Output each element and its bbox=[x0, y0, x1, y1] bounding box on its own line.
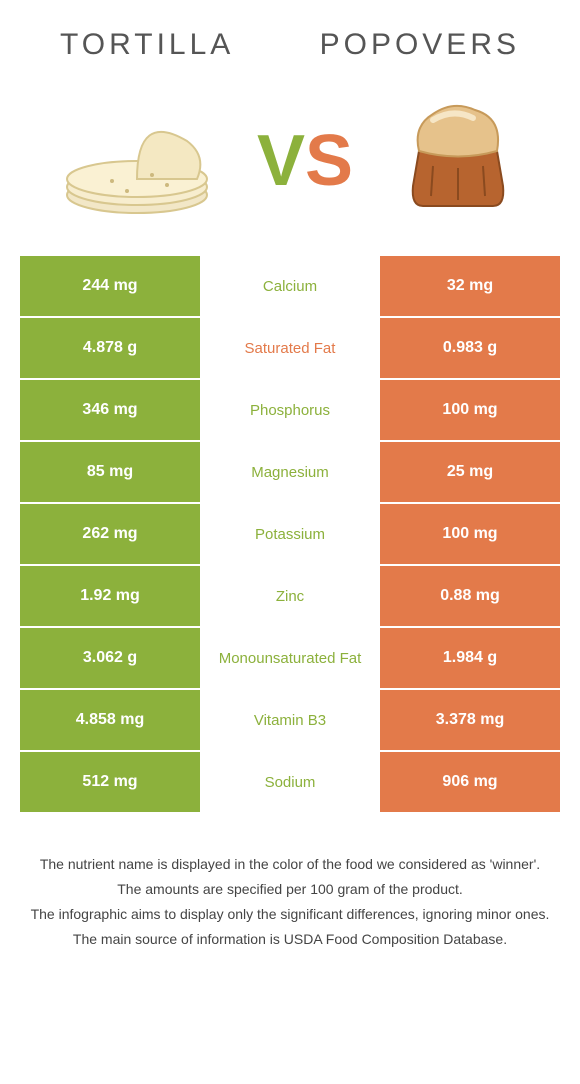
left-value: 1.92 mg bbox=[20, 566, 200, 626]
table-row: 85 mgMagnesium25 mg bbox=[20, 442, 560, 504]
right-value: 906 mg bbox=[380, 752, 560, 812]
right-value: 100 mg bbox=[380, 380, 560, 440]
vs-label: VS bbox=[257, 125, 353, 197]
left-value: 262 mg bbox=[20, 504, 200, 564]
footer-line: The nutrient name is displayed in the co… bbox=[20, 854, 560, 875]
footer-line: The infographic aims to display only the… bbox=[20, 904, 560, 925]
vs-s: S bbox=[305, 125, 353, 197]
right-value: 3.378 mg bbox=[380, 690, 560, 750]
right-value: 1.984 g bbox=[380, 628, 560, 688]
left-value: 346 mg bbox=[20, 380, 200, 440]
vs-v: V bbox=[257, 125, 305, 197]
footer-line: The amounts are specified per 100 gram o… bbox=[20, 879, 560, 900]
table-row: 4.878 gSaturated Fat0.983 g bbox=[20, 318, 560, 380]
table-row: 244 mgCalcium32 mg bbox=[20, 256, 560, 318]
right-value: 32 mg bbox=[380, 256, 560, 316]
nutrient-label: Zinc bbox=[200, 566, 380, 626]
table-row: 512 mgSodium906 mg bbox=[20, 752, 560, 814]
right-title: Popovers bbox=[320, 28, 520, 62]
left-value: 85 mg bbox=[20, 442, 200, 502]
left-value: 244 mg bbox=[20, 256, 200, 316]
hero-row: VS bbox=[20, 96, 560, 226]
table-row: 1.92 mgZinc0.88 mg bbox=[20, 566, 560, 628]
left-value: 4.878 g bbox=[20, 318, 200, 378]
left-title: Tortilla bbox=[60, 28, 234, 62]
table-row: 346 mgPhosphorus100 mg bbox=[20, 380, 560, 442]
title-row: Tortilla Popovers bbox=[20, 0, 560, 62]
right-value: 100 mg bbox=[380, 504, 560, 564]
footer-line: The main source of information is USDA F… bbox=[20, 929, 560, 950]
footer-notes: The nutrient name is displayed in the co… bbox=[20, 854, 560, 950]
tortilla-icon bbox=[57, 101, 217, 221]
nutrient-label: Vitamin B3 bbox=[200, 690, 380, 750]
nutrient-table: 244 mgCalcium32 mg4.878 gSaturated Fat0.… bbox=[20, 256, 560, 814]
nutrient-label: Calcium bbox=[200, 256, 380, 316]
left-value: 3.062 g bbox=[20, 628, 200, 688]
nutrient-label: Potassium bbox=[200, 504, 380, 564]
right-value: 0.88 mg bbox=[380, 566, 560, 626]
nutrient-label: Sodium bbox=[200, 752, 380, 812]
table-row: 262 mgPotassium100 mg bbox=[20, 504, 560, 566]
left-value: 512 mg bbox=[20, 752, 200, 812]
right-value: 25 mg bbox=[380, 442, 560, 502]
table-row: 3.062 gMonounsaturated Fat1.984 g bbox=[20, 628, 560, 690]
nutrient-label: Monounsaturated Fat bbox=[200, 628, 380, 688]
nutrient-label: Phosphorus bbox=[200, 380, 380, 440]
right-value: 0.983 g bbox=[380, 318, 560, 378]
table-row: 4.858 mgVitamin B33.378 mg bbox=[20, 690, 560, 752]
popover-icon bbox=[393, 96, 523, 226]
nutrient-label: Saturated Fat bbox=[200, 318, 380, 378]
nutrient-label: Magnesium bbox=[200, 442, 380, 502]
left-value: 4.858 mg bbox=[20, 690, 200, 750]
